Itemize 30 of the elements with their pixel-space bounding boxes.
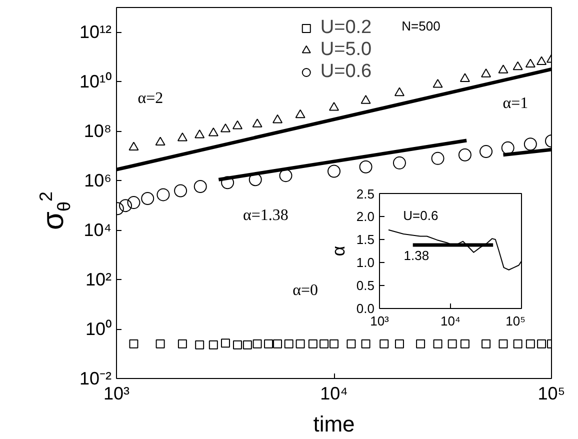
y-tick-label: 10² <box>85 270 112 290</box>
annotation: α=2 <box>138 90 164 107</box>
annotation: α=1.38 <box>243 206 288 224</box>
y-tick-label: 1.5 <box>356 232 375 247</box>
x-axis-title: time <box>313 412 355 436</box>
legend-label: U=0.6 <box>320 61 372 83</box>
legend-label: U=0.2 <box>320 17 372 39</box>
annotation: α=1 <box>502 95 528 112</box>
x-tick-label: 10⁴ <box>320 384 348 404</box>
y-tick-label: 0.0 <box>356 301 375 316</box>
annotation: α=0 <box>292 282 318 300</box>
y-tick-label: 0.5 <box>356 278 375 293</box>
x-tick-label: 10⁵ <box>538 384 566 404</box>
annotation: 1.38 <box>404 248 430 264</box>
y-tick-label: 1.0 <box>356 255 375 270</box>
y-axis-title: α <box>328 246 348 256</box>
x-tick-label: 10³ <box>370 314 390 328</box>
annotation: U=0.6 <box>403 208 438 223</box>
y-tick-label: 10¹⁰ <box>79 72 112 92</box>
y-tick-label: 10⁸ <box>84 121 112 142</box>
y-tick-label: 10⁰ <box>85 319 112 340</box>
annotation: N=500 <box>402 18 440 34</box>
y-tick-label: 2.5 <box>356 186 375 202</box>
legend-label: U=5.0 <box>320 39 372 61</box>
y-tick-label: 10¹² <box>79 22 112 42</box>
y-tick-label: 10⁶ <box>84 170 112 191</box>
x-tick-label: 10⁵ <box>506 314 526 328</box>
y-tick-label: 10⁴ <box>84 220 112 240</box>
x-tick-label: 10⁴ <box>440 314 461 328</box>
y-tick-label: 2.0 <box>356 209 375 224</box>
